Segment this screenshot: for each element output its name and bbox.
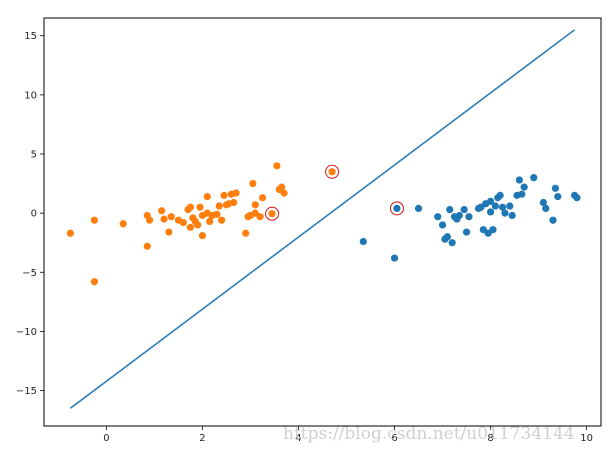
orange-point-47 bbox=[280, 189, 288, 197]
blue-point-34 bbox=[520, 183, 528, 191]
y-tick-label: 0 bbox=[31, 209, 37, 220]
blue-point-40 bbox=[554, 192, 562, 201]
y-tick-label: 15 bbox=[24, 31, 37, 42]
y-tick-label: 5 bbox=[31, 150, 37, 161]
orange-point-10 bbox=[167, 213, 175, 221]
blue-point-3 bbox=[414, 204, 423, 212]
blue-point-38 bbox=[549, 216, 557, 224]
blue-point-21 bbox=[486, 208, 495, 216]
y-tick-label: −5 bbox=[22, 268, 37, 279]
orange-point-43 bbox=[268, 210, 276, 218]
blue-point-42 bbox=[573, 194, 581, 202]
support-vector-ring-0 bbox=[265, 206, 280, 221]
orange-point-18 bbox=[194, 221, 202, 229]
orange-point-7 bbox=[158, 207, 166, 215]
orange-point-24 bbox=[206, 217, 214, 226]
orange-point-14 bbox=[186, 203, 195, 211]
blue-point-4 bbox=[434, 213, 442, 221]
orange-point-44 bbox=[273, 162, 281, 170]
blue-point-14 bbox=[462, 228, 471, 236]
blue-point-36 bbox=[539, 198, 547, 207]
orange-point-35 bbox=[242, 229, 250, 237]
blue-point-22 bbox=[486, 197, 495, 205]
x-tick-label: 0 bbox=[103, 433, 109, 444]
support-vector-rings-layer bbox=[265, 164, 404, 221]
orange-point-26 bbox=[213, 210, 221, 218]
orange-point-6 bbox=[146, 216, 154, 224]
decision-boundary-line bbox=[69, 29, 576, 409]
orange-point-27 bbox=[215, 202, 223, 210]
watermark-text: https://blog.csdn.net/u011734144 bbox=[283, 424, 575, 444]
blue-point-39 bbox=[551, 184, 559, 192]
orange-point-8 bbox=[160, 215, 168, 223]
orange-point-28 bbox=[218, 216, 226, 224]
blue-point-1 bbox=[390, 254, 399, 262]
blue-point-32 bbox=[515, 176, 523, 184]
orange-point-5 bbox=[143, 242, 151, 250]
blue-point-35 bbox=[530, 174, 538, 182]
blue-point-23 bbox=[489, 226, 497, 234]
y-tick-label: −10 bbox=[16, 327, 37, 338]
orange-point-42 bbox=[258, 194, 267, 202]
blue-point-29 bbox=[506, 202, 514, 210]
orange-point-34 bbox=[232, 189, 240, 197]
blue-point-28 bbox=[501, 209, 509, 217]
orange-point-41 bbox=[256, 213, 264, 221]
blue-point-33 bbox=[518, 190, 526, 198]
y-axis: −15 −10 −5 0 5 10 15 bbox=[16, 31, 44, 397]
orange-point-2 bbox=[90, 278, 99, 286]
blue-point-7 bbox=[443, 233, 451, 241]
orange-point-33 bbox=[230, 198, 238, 207]
blue-point-5 bbox=[438, 221, 447, 229]
blue-point-30 bbox=[508, 211, 516, 220]
orange-point-21 bbox=[198, 232, 207, 240]
support-vector-ring-1 bbox=[325, 164, 340, 179]
blue-point-15 bbox=[465, 213, 473, 221]
orange-point-1 bbox=[90, 216, 99, 224]
blue-point-8 bbox=[446, 205, 454, 214]
blue-point-24 bbox=[491, 202, 499, 210]
blue-point-2 bbox=[393, 204, 401, 212]
blue-point-12 bbox=[455, 211, 463, 220]
data-points-layer bbox=[66, 162, 581, 286]
blue-point-0 bbox=[359, 237, 367, 246]
orange-point-48 bbox=[328, 168, 336, 176]
x-axis: 0 2 4 6 8 10 bbox=[103, 426, 593, 444]
orange-point-15 bbox=[186, 223, 195, 231]
x-tick-label: 8 bbox=[487, 433, 493, 444]
orange-point-46 bbox=[278, 183, 286, 191]
x-tick-label: 6 bbox=[391, 433, 397, 444]
orange-point-9 bbox=[165, 228, 173, 236]
orange-point-29 bbox=[220, 191, 228, 199]
orange-point-40 bbox=[251, 201, 259, 209]
decision-boundary-layer bbox=[69, 29, 576, 409]
blue-point-9 bbox=[448, 239, 456, 247]
x-tick-label: 10 bbox=[580, 433, 593, 444]
orange-point-23 bbox=[203, 192, 211, 201]
x-tick-label: 2 bbox=[199, 433, 205, 444]
x-tick-label: 4 bbox=[295, 433, 301, 444]
y-tick-label: −15 bbox=[16, 386, 37, 397]
orange-point-3 bbox=[119, 220, 127, 228]
blue-point-26 bbox=[496, 191, 504, 199]
orange-point-12 bbox=[179, 218, 187, 227]
orange-point-0 bbox=[66, 229, 75, 237]
orange-point-38 bbox=[249, 179, 257, 188]
support-vector-ring-2 bbox=[389, 201, 404, 216]
blue-point-27 bbox=[498, 203, 507, 211]
blue-point-37 bbox=[542, 204, 550, 212]
plot-frame bbox=[43, 17, 602, 427]
blue-point-13 bbox=[460, 205, 468, 214]
orange-point-19 bbox=[196, 203, 204, 211]
y-tick-label: 10 bbox=[24, 90, 37, 101]
